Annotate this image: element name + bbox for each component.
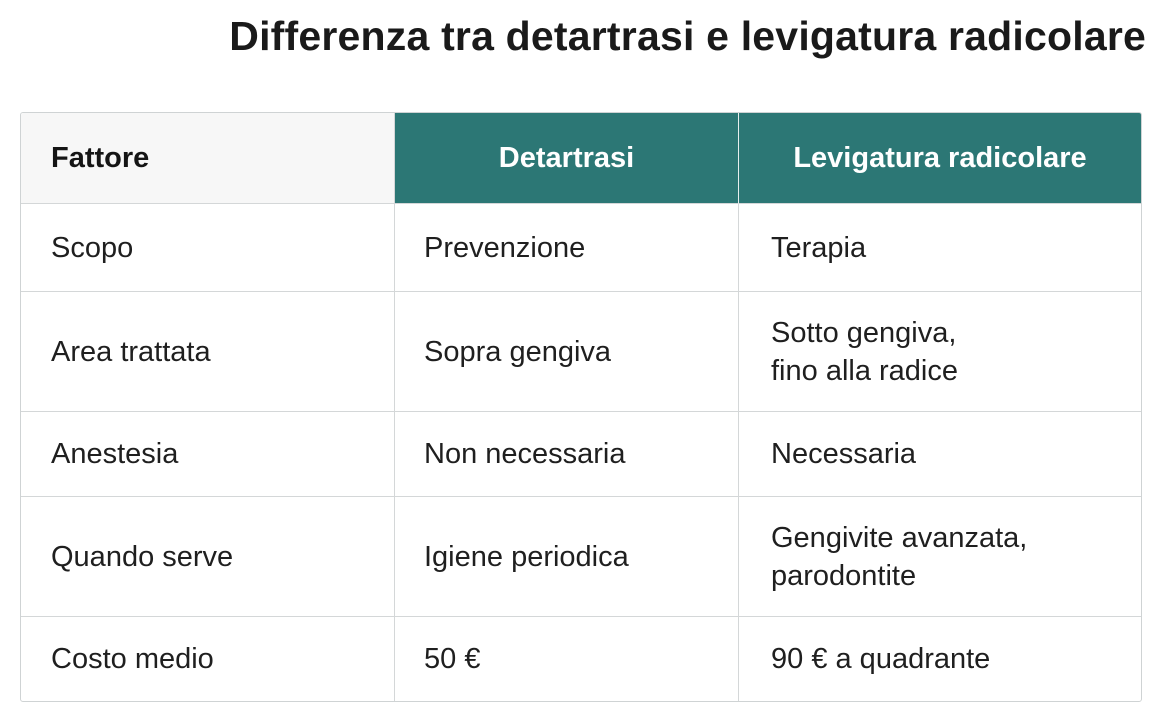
- levigatura-cell: Sotto gengiva, fino alla radice: [739, 292, 1141, 412]
- detartrasi-cell: 50 €: [395, 617, 739, 701]
- row-label: Anestesia: [21, 412, 395, 497]
- comparison-table: Fattore Detartrasi Levigatura radicolare…: [20, 112, 1142, 702]
- header-cell-levigatura: Levigatura radicolare: [739, 113, 1141, 204]
- page-title: Differenza tra detartrasi e levigatura r…: [229, 13, 1146, 59]
- row-label: Scopo: [21, 204, 395, 292]
- detartrasi-cell: Non necessaria: [395, 412, 739, 497]
- levigatura-cell: 90 € a quadrante: [771, 643, 991, 675]
- detartrasi-cell: Sopra gengiva: [395, 292, 739, 412]
- levigatura-cell: Gengivite avanzata, parodontite: [739, 497, 1141, 617]
- header-cell-detartrasi: Detartrasi: [395, 113, 739, 204]
- row-label: Quando serve: [21, 497, 395, 617]
- row-label: Costo medio: [21, 617, 395, 701]
- levigatura-cell: Necessaria: [739, 412, 1141, 497]
- detartrasi-cell: Igiene periodica: [395, 497, 739, 617]
- row-label: Area trattata: [21, 292, 395, 412]
- levigatura-cell: Terapia: [739, 204, 1141, 292]
- header-cell-factor: Fattore: [21, 113, 395, 204]
- detartrasi-cell: Prevenzione: [395, 204, 739, 292]
